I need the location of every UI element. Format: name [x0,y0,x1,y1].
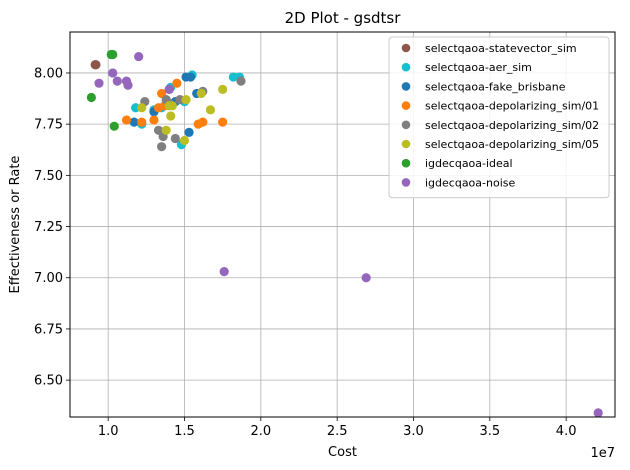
legend-label: selectqaoa-depolarizing_sim/01 [425,100,599,113]
legend-label: igdecqaoa-ideal [425,157,513,170]
legend-marker [401,120,411,130]
data-points [86,49,603,418]
y-tick-label: 8.00 [34,66,63,81]
legend-marker [401,62,411,72]
legend-marker [401,158,411,168]
data-point [121,115,132,125]
legend-marker [401,82,411,91]
legend-box [388,36,610,199]
data-point [184,127,194,137]
legend-label: selectqaoa-depolarizing_sim/02 [425,119,599,132]
data-point [181,94,191,105]
data-point [161,125,171,135]
x-tick-label: 1.0 [98,424,119,439]
y-tick-label: 7.50 [34,169,63,184]
data-point [166,111,176,121]
legend-label: selectqaoa-statevector_sim [425,42,577,55]
legend-label: selectqaoa-aer_sim [425,61,532,74]
y-axis-ticks: 6.50 6.75 7.00 7.25 7.50 7.75 8.00 [34,66,70,389]
x-axis-offset: 1e7 [590,446,615,461]
data-point [108,49,118,60]
data-point [179,135,190,146]
data-point [196,88,206,99]
data-point [137,103,147,113]
y-tick-label: 7.00 [34,271,63,286]
data-point [205,105,216,115]
data-point [164,84,174,94]
y-tick-label: 7.25 [34,220,63,235]
x-tick-label: 4.0 [556,424,577,439]
legend-label: igdecqaoa-noise [425,176,515,189]
data-point [218,84,228,94]
plot-frame [69,31,616,418]
data-point [86,92,96,103]
y-tick-label: 6.50 [34,374,63,389]
data-point [167,101,177,111]
legend-marker [401,101,411,110]
x-axis-ticks: 1.0 1.5 2.0 2.5 3.0 3.5 4.0 [98,417,577,439]
x-axis-label: Cost [328,445,357,460]
data-point [186,72,196,82]
x-tick-label: 1.5 [174,424,195,439]
data-point [137,117,147,127]
y-axis-label: Effectiveness or Rate [8,156,23,294]
data-point [134,51,144,62]
x-tick-label: 2.5 [327,424,348,439]
legend-marker [401,178,411,187]
data-point [94,78,104,88]
legend-marker [401,139,411,149]
data-point [218,117,228,127]
data-point [236,76,246,86]
data-point [91,60,101,70]
chart-title: 2D Plot - gsdtsr [285,9,402,27]
legend: selectqaoa-statevector_sim selectqaoa-aer… [388,36,610,199]
x-tick-label: 2.0 [250,424,271,439]
data-point [361,273,371,283]
x-tick-label: 3.0 [403,424,424,439]
data-point [593,408,603,418]
data-point [108,68,118,78]
data-point [153,103,164,113]
data-point [109,121,119,131]
legend-marker [401,43,411,53]
data-point [170,133,180,144]
data-point [172,78,182,88]
y-tick-label: 6.75 [34,322,63,337]
legend-label: selectqaoa-depolarizing_sim/05 [425,138,599,151]
data-point [112,76,122,86]
data-point [123,80,133,90]
data-point [198,117,208,127]
data-point [219,267,229,277]
data-point [129,117,139,127]
data-point [149,115,159,125]
data-point [156,142,167,152]
y-tick-label: 7.75 [34,118,63,133]
legend-label: selectqaoa-fake_brisbane [425,80,566,93]
x-tick-label: 3.5 [479,424,500,439]
